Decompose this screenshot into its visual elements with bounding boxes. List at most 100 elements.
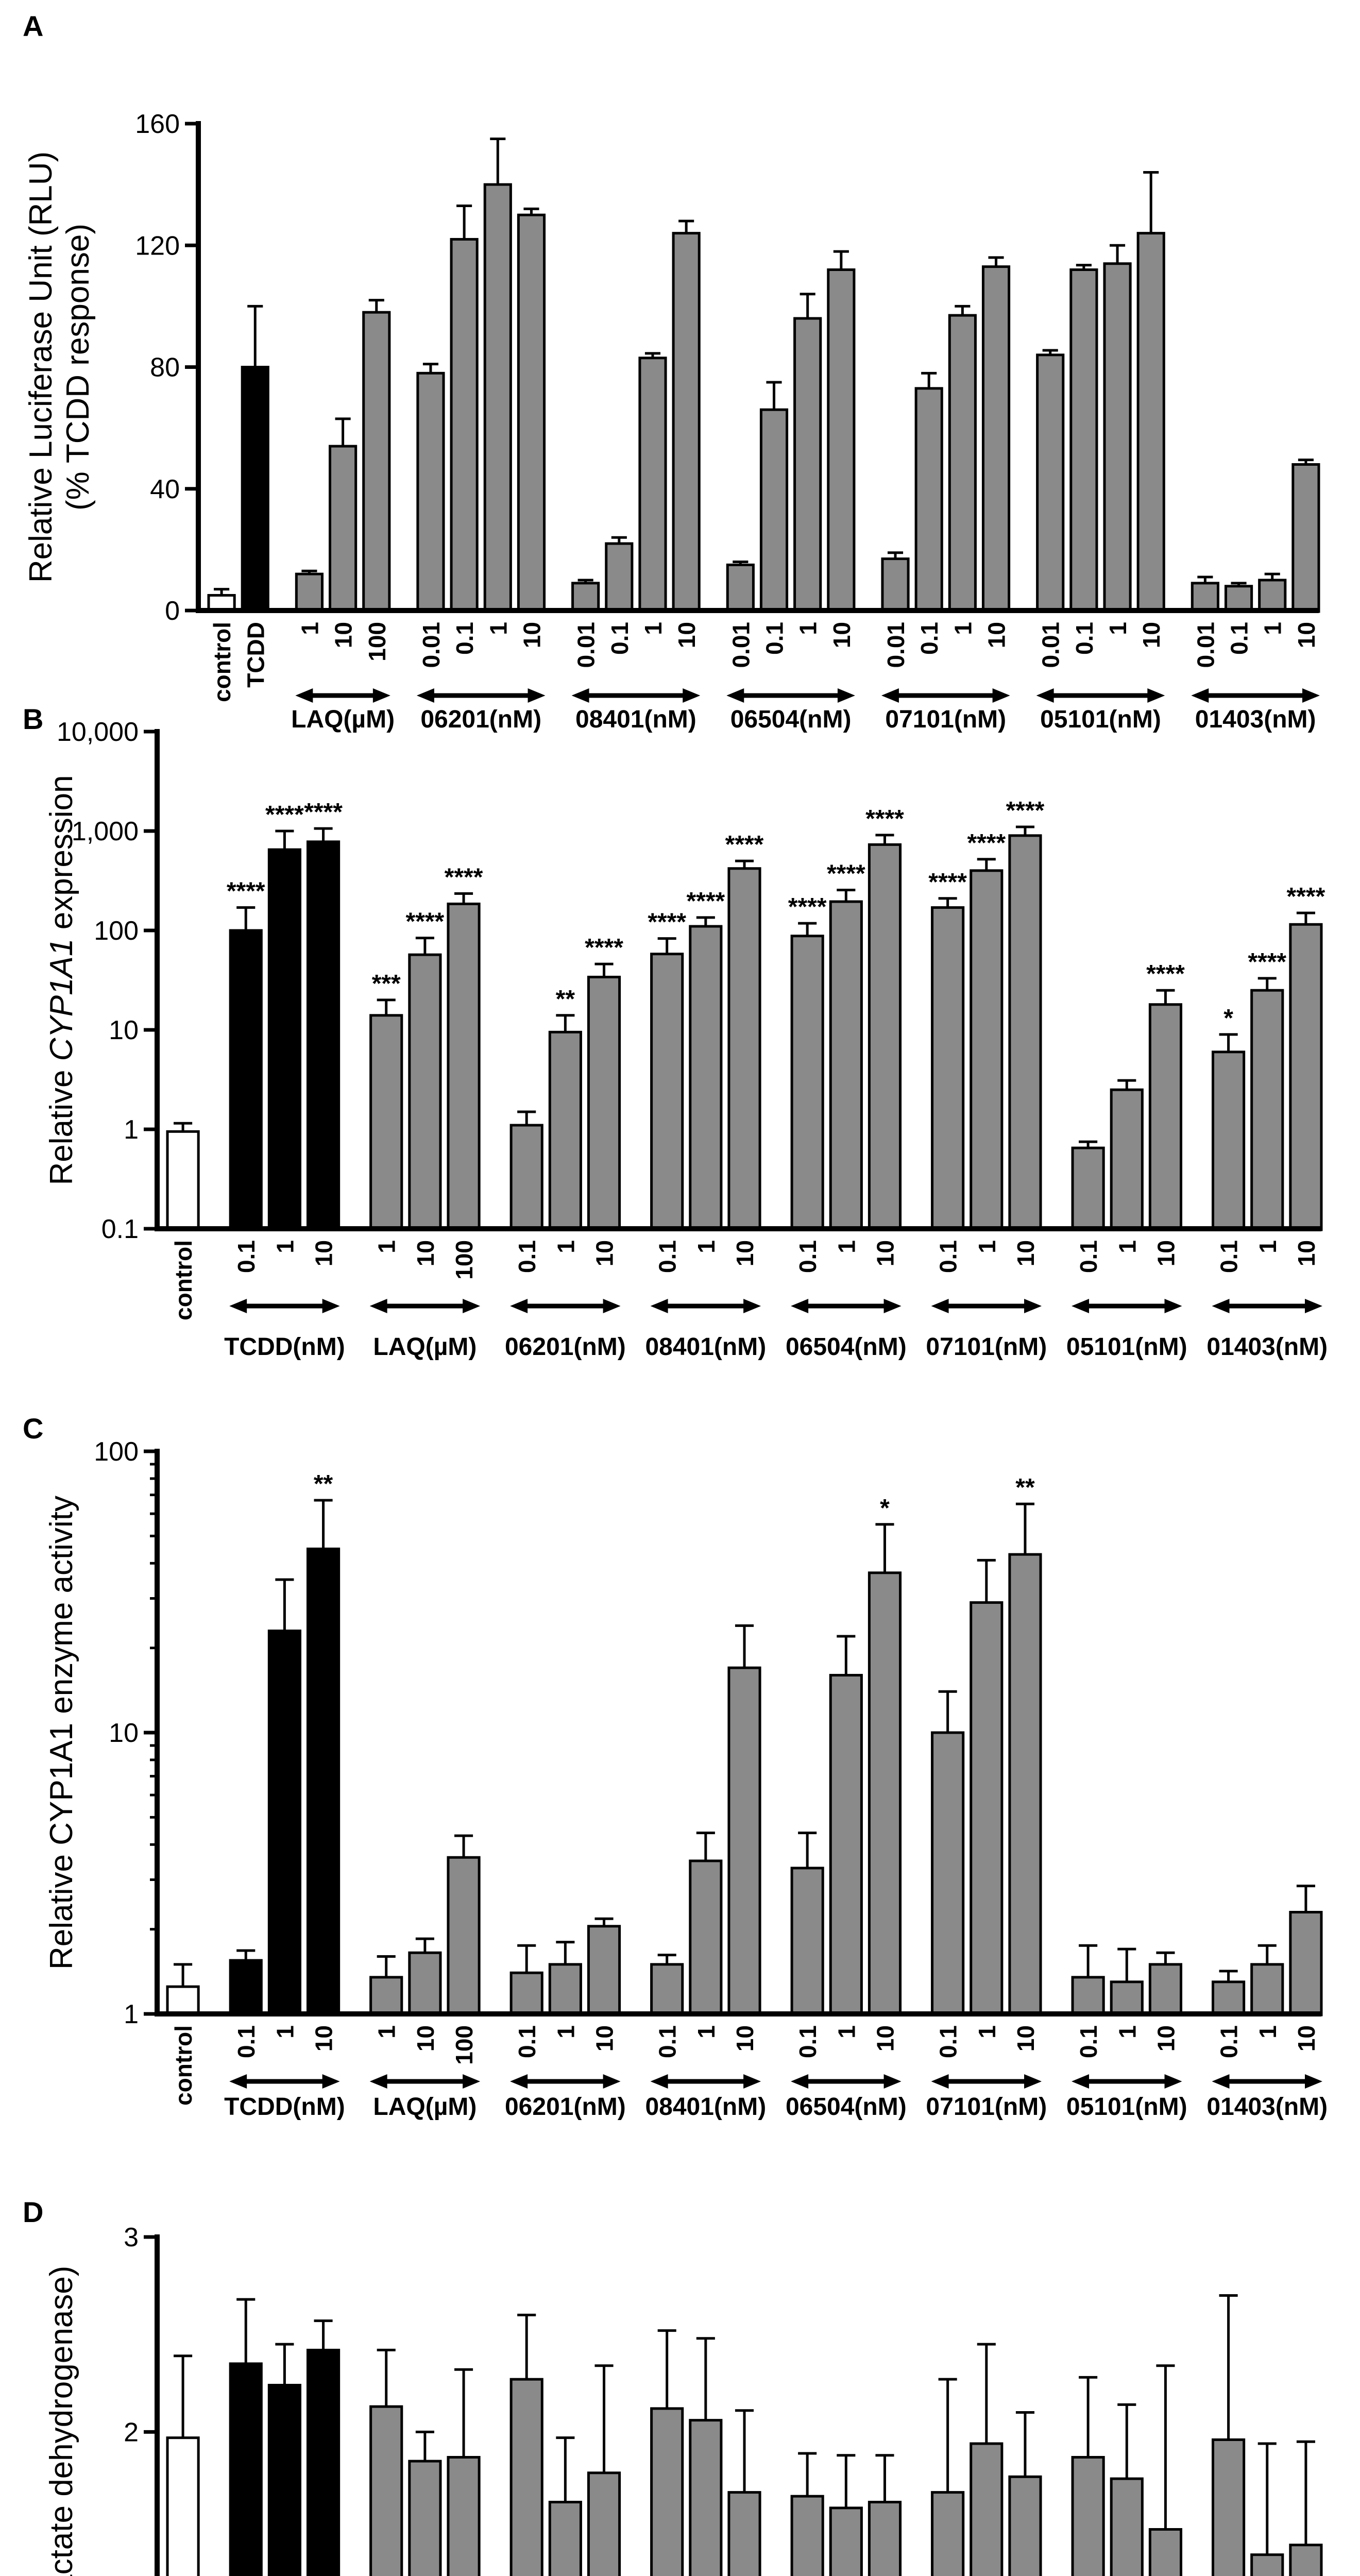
arrow-right-head-icon [743,2074,761,2089]
significance-stars: **** [304,799,343,826]
y-tick-label: 10 [109,1718,139,1748]
bar-08401(nM)-10 [727,1666,761,2016]
group-label: 06504(nM) [786,2093,907,2121]
arrow-left-head-icon [369,2074,387,2089]
x-tick-label: 0.1 [233,1240,260,1273]
x-tick-label: 0.1 [916,622,943,655]
arrow-right-head-icon [883,2074,902,2089]
arrow-right-head-icon [1024,1299,1042,1313]
bar-08401(nM)-0.1 [650,1963,684,2016]
significance-stars: **** [967,829,1006,857]
x-tick-label: control [170,2025,197,2106]
significance-stars: **** [265,801,304,828]
panel-b: 0.11101001,00010,000control****0.1****1*… [23,703,1328,1361]
significance-stars: ** [556,986,575,1013]
bar-LAQ(µM)-1 [369,1014,403,1231]
x-tick-label: 0.1 [1075,2025,1102,2058]
bar-08401(nM)-0.1 [605,542,634,613]
x-tick-label: 0.1 [514,1240,540,1273]
significance-stars: **** [827,860,865,888]
x-tick-label: 10 [330,622,357,648]
bar-06504(nM)-10 [868,1571,902,2016]
x-tick-label: 10 [872,2025,898,2052]
bar-01403(nM)-10 [1291,463,1320,613]
bar-08401(nM)-1 [689,2419,723,2576]
y-tick-label: 0.1 [101,1214,139,1244]
bar-06504(nM)-0.1 [790,2495,824,2576]
bar-07101(nM)-0.1 [931,1731,965,2016]
bar-06201(nM)-10 [587,2471,621,2576]
arrow-right-head-icon [463,1299,481,1313]
x-tick-label: 10 [1012,2025,1039,2052]
bar-05101(nM)-1 [1110,2477,1144,2576]
bar-07101(nM)-10 [1008,834,1042,1231]
x-tick-label: 1 [693,1240,720,1253]
bar-06504(nM)-0.01 [726,563,755,613]
arrow-left-head-icon [791,2074,809,2089]
arrow-right-head-icon [463,2074,481,2089]
bar-control-control [166,1985,200,2016]
bar-05101(nM)-0.1 [1071,2456,1105,2576]
significance-stars: **** [1006,797,1045,824]
bar-LAQ(µM)-10 [408,2460,442,2576]
x-tick-label: 1 [373,1240,400,1253]
x-tick-label: 0.1 [1226,622,1253,655]
bar-06201(nM)-10 [517,213,546,613]
bar-06504(nM)-0.1 [790,1867,824,2016]
y-tick-label: 80 [150,353,180,383]
y-tick-label: 3 [124,2223,139,2252]
x-tick-label: 10 [311,2025,337,2052]
bar-LAQ(µM)-1 [369,2405,403,2576]
bar-08401(nM)-0.1 [650,953,684,1231]
bar-01403(nM)-1 [1250,989,1284,1231]
x-tick-label: 1 [373,2025,400,2039]
x-tick-label: 0.1 [654,2025,681,2058]
x-tick-label: 10 [1138,622,1165,648]
x-tick-label: 10 [1012,1240,1039,1266]
bar-06504(nM)-10 [868,2501,902,2576]
x-tick-label: 1 [1254,2025,1281,2039]
x-tick-label: 100 [451,2025,478,2065]
significance-stars: ** [1015,1474,1035,1501]
x-tick-label: 0.01 [882,622,909,668]
arrow-right-head-icon [1164,2074,1182,2089]
arrow-left-head-icon [726,688,744,703]
x-tick-label: 10 [518,622,545,648]
x-tick-label: 0.01 [1192,622,1219,668]
arrow-left-head-icon [931,2074,949,2089]
y-tick-label: 10 [109,1015,139,1045]
y-tick-label: 1,000 [72,817,139,846]
arrow-left-head-icon [650,1299,668,1313]
bar-06504(nM)-0.1 [790,935,824,1231]
x-tick-label: 0.1 [935,2025,962,2058]
bar-05101(nM)-10 [1148,2528,1183,2576]
group-label: 06201(nM) [505,1333,626,1361]
x-tick-label: 10 [1293,2025,1320,2052]
x-tick-label: 0.1 [935,1240,962,1273]
x-tick-label: 10 [732,1240,758,1266]
significance-stars: **** [445,863,483,891]
x-tick-label: 1 [974,2025,1000,2039]
y-tick-label: 10,000 [57,717,139,747]
significance-stars: **** [865,805,904,833]
bar-LAQ(µM)-1 [369,1976,403,2016]
bar-01403(nM)-10 [1289,923,1323,1231]
x-tick-label: 10 [591,1240,618,1266]
bar-05101(nM)-10 [1148,1963,1183,2016]
bar-06504(nM)-10 [868,843,902,1231]
bar-LAQ(µM)-100 [447,2456,481,2576]
x-tick-label: 10 [673,622,700,648]
y-tick-label: 100 [94,1437,139,1467]
significance-stars: **** [788,893,827,921]
x-tick-label: 10 [1152,2025,1179,2052]
x-tick-label: 0.1 [606,622,633,655]
arrow-right-head-icon [603,2074,621,2089]
arrow-left-head-icon [1072,2074,1090,2089]
arrow-right-head-icon [528,688,546,703]
bar-07101(nM)-1 [970,1601,1004,2016]
x-tick-label: 10 [591,2025,618,2052]
bar-TCDD(nM)-10 [306,2348,341,2576]
bar-06504(nM)-1 [829,2506,863,2576]
bar-07101(nM)-1 [948,314,977,613]
